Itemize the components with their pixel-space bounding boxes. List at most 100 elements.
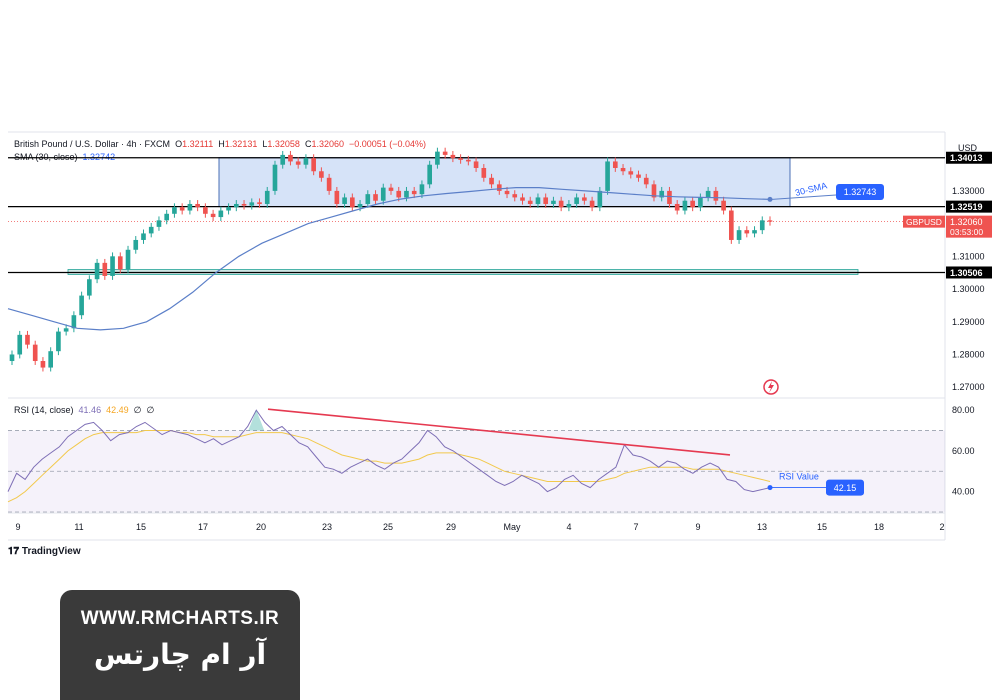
time-tick-11: 9 bbox=[695, 522, 700, 532]
candle-body bbox=[32, 344, 38, 362]
sma-legend-value: 1.32742 bbox=[82, 152, 116, 162]
candle-body bbox=[442, 151, 448, 155]
candle-body bbox=[419, 184, 425, 195]
candle-body bbox=[295, 161, 301, 165]
candle-body bbox=[264, 190, 270, 204]
candle-body bbox=[574, 197, 579, 204]
price-tag: 1.32060 bbox=[950, 217, 983, 227]
candle-body bbox=[667, 190, 672, 204]
candle-body bbox=[736, 230, 742, 240]
candle-body bbox=[79, 295, 84, 316]
rsi-end-dot bbox=[767, 485, 773, 491]
candle-body bbox=[257, 202, 262, 204]
level-tag-2: 1.30506 bbox=[950, 268, 983, 278]
tradingview-mark-icon: 𝟏𝟕 bbox=[8, 546, 20, 557]
candle-body bbox=[566, 203, 572, 208]
candle-body bbox=[63, 328, 69, 332]
time-tick-1: 11 bbox=[74, 522, 83, 532]
candle-body bbox=[612, 161, 618, 168]
candle-body bbox=[628, 171, 634, 175]
level-tag-box-1 bbox=[946, 200, 992, 213]
candle-body bbox=[713, 190, 719, 201]
candle-body bbox=[272, 164, 278, 191]
candle-body bbox=[744, 230, 750, 234]
price-chart[interactable]: 30-SMA 1.32743 1.27000 1.28000 1.29000 1.3000… bbox=[0, 0, 1000, 560]
candle-body bbox=[535, 197, 541, 204]
candle-body bbox=[551, 200, 556, 204]
time-tick-3: 17 bbox=[198, 522, 208, 532]
candle-body bbox=[342, 197, 347, 204]
candle-body bbox=[17, 334, 23, 355]
candle-body bbox=[682, 200, 688, 211]
rsi-tag-value: 42.15 bbox=[834, 483, 857, 493]
candle-body bbox=[411, 190, 417, 195]
candle-body bbox=[504, 190, 510, 195]
time-tick-13: 15 bbox=[817, 522, 827, 532]
symbol-tag: GBPUSD bbox=[906, 217, 942, 227]
candle-body bbox=[659, 190, 665, 198]
candle-body bbox=[365, 194, 371, 204]
candle-body bbox=[373, 194, 378, 201]
time-tick-12: 13 bbox=[757, 522, 767, 532]
candle-body bbox=[156, 220, 162, 227]
time-tick-9: 4 bbox=[566, 522, 571, 532]
candle-body bbox=[288, 154, 293, 162]
candle-body bbox=[698, 197, 703, 208]
candle-body bbox=[172, 207, 177, 214]
candle-body bbox=[674, 203, 680, 211]
candle-body bbox=[752, 230, 757, 234]
site-name-fa: آر ام چارتس bbox=[93, 638, 267, 671]
candle-body bbox=[249, 202, 255, 206]
tradingview-text: TradingView bbox=[21, 546, 81, 557]
candle-body bbox=[396, 190, 402, 198]
sma-line bbox=[7, 187, 771, 331]
candle-body bbox=[40, 361, 46, 368]
candle-body bbox=[605, 161, 610, 191]
candle-body bbox=[117, 256, 123, 270]
candle-body bbox=[543, 197, 549, 204]
sma-tag-value: 1.32743 bbox=[844, 187, 877, 197]
candle-body bbox=[203, 207, 208, 214]
candle-body bbox=[458, 158, 463, 160]
candle-body bbox=[195, 203, 200, 208]
symbol-title[interactable]: British Pound / U.S. Dollar · 4h · FXCM bbox=[14, 139, 171, 149]
alert-lightning-icon bbox=[763, 379, 779, 395]
level-tag-box-0 bbox=[946, 151, 992, 164]
tradingview-logo[interactable]: 𝟏𝟕 TradingView bbox=[8, 546, 81, 557]
time-tick-4: 20 bbox=[256, 522, 266, 532]
close-label: C bbox=[304, 139, 312, 149]
candle-body bbox=[218, 210, 224, 218]
candle-body bbox=[233, 203, 239, 208]
close-value: 1.32060 bbox=[311, 139, 344, 149]
level-tag-0: 1.34013 bbox=[950, 153, 983, 163]
candle-body bbox=[651, 184, 657, 198]
candle-body bbox=[71, 315, 77, 329]
high-label: H bbox=[218, 139, 225, 149]
candle-body bbox=[164, 213, 170, 221]
candle-body bbox=[481, 167, 487, 178]
candle-body bbox=[721, 200, 726, 211]
candle-body bbox=[404, 190, 409, 198]
sma-end-dot bbox=[767, 196, 773, 202]
change-value: −0.00051 (−0.04%) bbox=[349, 139, 427, 149]
symbol-tag-box bbox=[903, 215, 945, 228]
high-value: 1.32131 bbox=[224, 139, 258, 149]
time-tick-5: 23 bbox=[322, 522, 332, 532]
candle-body bbox=[9, 354, 15, 362]
candle-body bbox=[357, 203, 363, 208]
candle-body bbox=[520, 197, 525, 201]
candle-body bbox=[489, 177, 494, 185]
rsi-legend[interactable]: RSI (14, close) 41.46 42.49 ∅ ∅ bbox=[14, 405, 154, 416]
candle-body bbox=[729, 210, 734, 240]
candle-body bbox=[280, 154, 286, 165]
price-tick-0: 1.27000 bbox=[952, 382, 985, 392]
rsi-tick-2: 80.00 bbox=[952, 405, 975, 415]
price-tick-3: 1.30000 bbox=[952, 284, 985, 294]
time-tick-15: 2 bbox=[939, 522, 944, 532]
candle-body bbox=[636, 174, 641, 178]
candle-body bbox=[597, 190, 603, 208]
sma-legend[interactable]: SMA (30, close) 1.32742 bbox=[14, 152, 115, 162]
candle-body bbox=[133, 239, 139, 250]
candle-body bbox=[56, 331, 61, 352]
candle-body bbox=[141, 233, 146, 240]
